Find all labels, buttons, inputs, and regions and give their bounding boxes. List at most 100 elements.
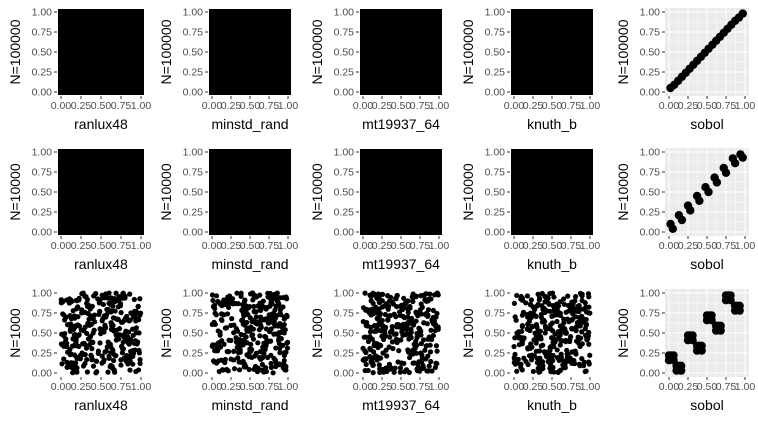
point bbox=[511, 300, 518, 307]
point bbox=[538, 343, 544, 349]
point bbox=[258, 9, 264, 15]
point bbox=[436, 12, 442, 18]
point bbox=[587, 9, 593, 15]
point bbox=[138, 30, 144, 36]
point bbox=[540, 9, 546, 15]
x-tick-label: 0.75 bbox=[259, 100, 280, 112]
point bbox=[281, 361, 287, 367]
x-tick-label: 0.00 bbox=[353, 100, 374, 112]
point bbox=[436, 30, 442, 36]
point bbox=[244, 9, 251, 15]
point bbox=[521, 149, 527, 155]
point bbox=[79, 291, 85, 297]
point bbox=[557, 342, 563, 348]
point bbox=[526, 318, 532, 324]
x-tick-label: 0.50 bbox=[697, 381, 718, 393]
point bbox=[244, 319, 250, 326]
point bbox=[127, 291, 133, 297]
point bbox=[554, 347, 560, 353]
point bbox=[138, 198, 144, 204]
y-tick-label: 0.00 bbox=[183, 87, 204, 99]
point bbox=[403, 323, 409, 329]
point bbox=[390, 301, 397, 307]
point bbox=[365, 338, 372, 345]
x-tick-label: 0.25 bbox=[523, 100, 544, 112]
panel-1-3: 0.000.250.500.751.000.000.250.500.751.00… bbox=[460, 147, 600, 273]
point bbox=[511, 210, 517, 216]
x-tick-label: 0.50 bbox=[542, 240, 563, 252]
point bbox=[285, 213, 291, 219]
point bbox=[511, 356, 517, 362]
point bbox=[234, 290, 240, 296]
point bbox=[425, 368, 431, 374]
point bbox=[427, 291, 433, 297]
point bbox=[138, 40, 144, 47]
point bbox=[360, 184, 366, 191]
point bbox=[514, 330, 520, 336]
point bbox=[209, 67, 215, 73]
x-tick-label: 0.50 bbox=[91, 381, 112, 393]
point bbox=[552, 339, 558, 345]
x-tick-label: 0.50 bbox=[391, 240, 412, 252]
point bbox=[436, 175, 442, 181]
x-tick-label: 0.25 bbox=[221, 240, 242, 252]
point bbox=[272, 323, 278, 329]
point bbox=[517, 361, 523, 367]
point bbox=[273, 345, 279, 351]
point bbox=[418, 332, 424, 338]
point bbox=[386, 298, 393, 304]
point bbox=[572, 298, 578, 304]
point bbox=[436, 190, 442, 197]
point bbox=[572, 89, 579, 95]
point bbox=[373, 328, 379, 334]
point bbox=[72, 324, 78, 330]
point bbox=[511, 74, 517, 80]
point bbox=[518, 89, 524, 95]
point bbox=[209, 38, 215, 44]
x-tick-label: 1.00 bbox=[429, 381, 450, 393]
point bbox=[211, 359, 217, 365]
point bbox=[528, 297, 534, 303]
point bbox=[220, 149, 226, 155]
point bbox=[397, 369, 403, 375]
point bbox=[397, 312, 403, 318]
y-tick-label: 1.00 bbox=[485, 7, 506, 19]
point bbox=[127, 317, 133, 323]
point bbox=[587, 220, 593, 226]
point bbox=[135, 9, 141, 15]
point bbox=[247, 347, 253, 353]
point bbox=[532, 330, 538, 336]
point bbox=[86, 89, 92, 95]
point bbox=[511, 187, 517, 194]
point bbox=[260, 344, 266, 350]
point bbox=[563, 149, 570, 155]
point bbox=[370, 229, 376, 235]
x-tick-label: 0.00 bbox=[202, 100, 223, 112]
point bbox=[583, 368, 589, 374]
y-tick-label: 0.00 bbox=[334, 227, 355, 239]
points bbox=[360, 290, 441, 376]
y-tick-label: 0.75 bbox=[640, 308, 661, 320]
point bbox=[209, 73, 215, 79]
point bbox=[360, 193, 366, 199]
point bbox=[85, 320, 91, 326]
y-axis-title: N=10000 bbox=[615, 163, 631, 220]
point bbox=[137, 89, 143, 95]
point bbox=[243, 334, 249, 340]
point bbox=[90, 339, 96, 345]
point bbox=[138, 46, 144, 52]
point bbox=[225, 304, 232, 311]
point bbox=[557, 312, 563, 319]
point bbox=[587, 52, 593, 58]
x-tick-label: 0.25 bbox=[523, 240, 544, 252]
y-tick-label: 0.00 bbox=[485, 368, 506, 380]
point bbox=[58, 149, 64, 156]
point bbox=[394, 339, 400, 346]
point bbox=[383, 365, 389, 371]
point bbox=[404, 305, 410, 312]
point bbox=[283, 229, 289, 235]
point bbox=[96, 311, 102, 317]
x-tick-label: 1.00 bbox=[735, 381, 756, 393]
point bbox=[247, 89, 253, 95]
point bbox=[575, 334, 581, 340]
